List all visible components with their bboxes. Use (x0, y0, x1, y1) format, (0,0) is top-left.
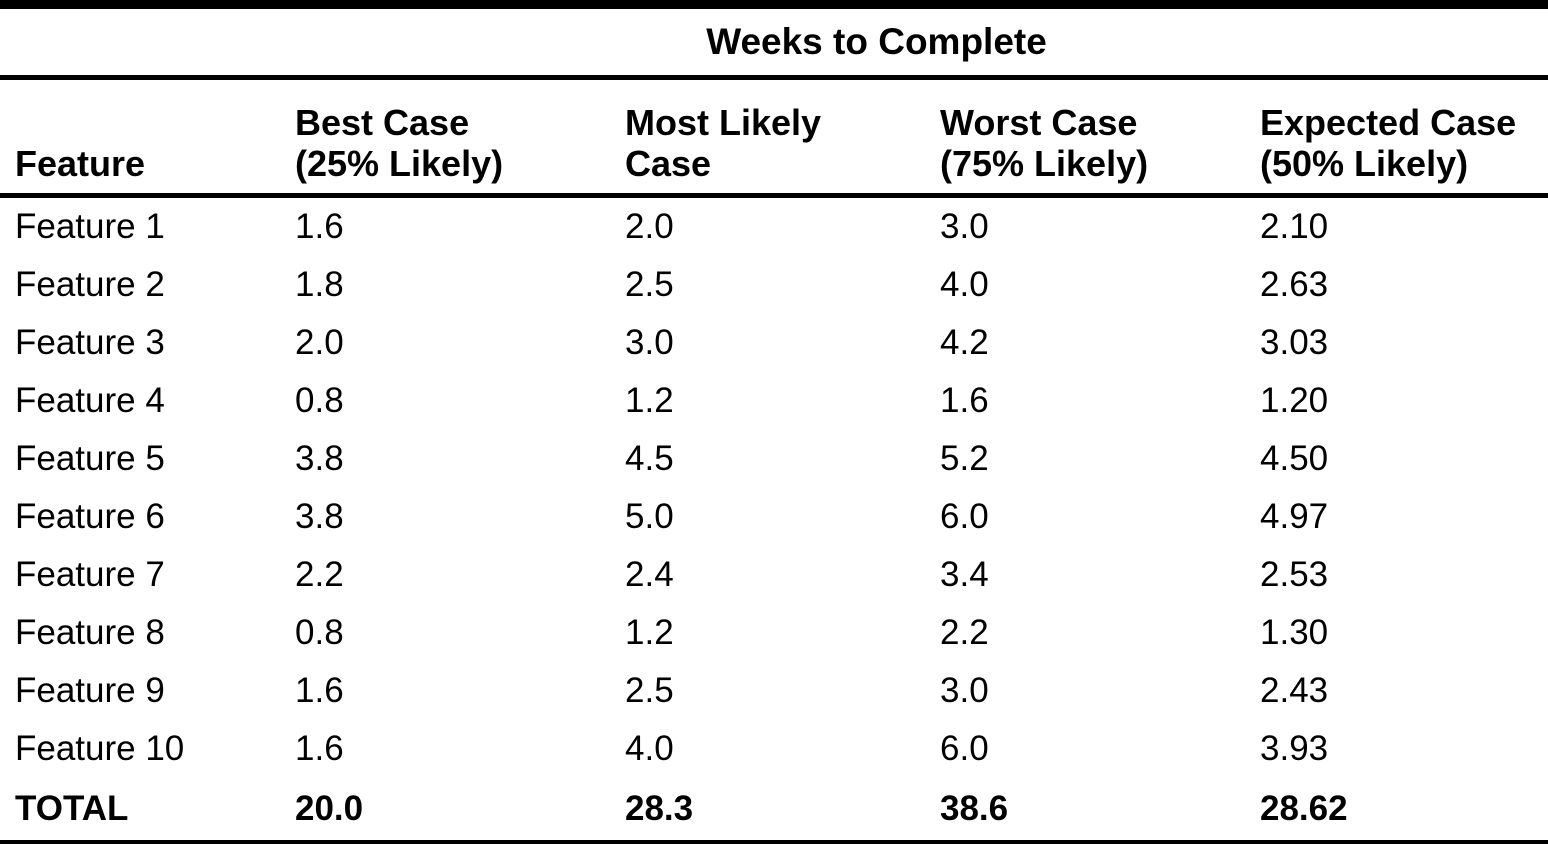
best-case-cell: 0.8 (295, 613, 344, 652)
feature-label-cell: Feature 5 (15, 439, 165, 478)
column-header-line: Best Case (295, 101, 470, 143)
column-header-line: Most Likely (625, 101, 822, 143)
column-header-line: Feature (15, 143, 146, 185)
table-body: Feature 1 1.6 2.0 3.0 2.10 Feature 2 1.8… (0, 196, 1548, 779)
table-row: Feature 7 2.2 2.4 3.4 2.53 (0, 546, 1548, 604)
table-row: Feature 10 1.6 4.0 6.0 3.93 (0, 720, 1548, 778)
table-row: Feature 2 1.8 2.5 4.0 2.63 (0, 256, 1548, 314)
most-likely-case-cell: 4.5 (625, 439, 674, 478)
feature-label-cell: Feature 9 (15, 671, 165, 710)
best-case-cell: 2.2 (295, 555, 344, 594)
feature-label-cell: Feature 7 (15, 555, 165, 594)
expected-case-cell: 1.20 (1260, 381, 1329, 420)
table-row: Feature 3 2.0 3.0 4.2 3.03 (0, 314, 1548, 372)
expected-case-cell: 4.97 (1260, 497, 1329, 536)
worst-case-cell: 6.0 (940, 497, 989, 536)
best-case-cell: 1.6 (295, 671, 344, 710)
worst-case-cell: 4.0 (940, 265, 989, 304)
title-spacer-cell (0, 4, 295, 80)
total-label: TOTAL (15, 789, 129, 828)
table-row: Feature 5 3.8 4.5 5.2 4.50 (0, 430, 1548, 488)
worst-case-cell: 1.6 (940, 381, 989, 420)
best-case-cell: 1.6 (295, 207, 344, 246)
table-row: Feature 6 3.8 5.0 6.0 4.97 (0, 488, 1548, 546)
table-row: Feature 8 0.8 1.2 2.2 1.30 (0, 604, 1548, 662)
total-expected-case: 28.62 (1260, 789, 1348, 828)
expected-case-cell: 2.63 (1260, 265, 1329, 304)
most-likely-case-cell: 2.4 (625, 555, 674, 594)
column-header-expected-case: Expected Case (50% Likely) (1260, 77, 1548, 198)
best-case-cell: 1.6 (295, 729, 344, 768)
total-best-case: 20.0 (295, 789, 364, 828)
most-likely-case-cell: 1.2 (625, 613, 674, 652)
most-likely-case-cell: 4.0 (625, 729, 674, 768)
most-likely-case-cell: 3.0 (625, 323, 674, 362)
feature-label-cell: Feature 10 (15, 729, 185, 768)
worst-case-cell: 3.0 (940, 671, 989, 710)
worst-case-cell: 3.4 (940, 555, 989, 594)
expected-case-cell: 2.43 (1260, 671, 1329, 710)
worst-case-cell: 5.2 (940, 439, 989, 478)
most-likely-case-cell: 2.5 (625, 265, 674, 304)
column-header-line: (25% Likely) (295, 143, 504, 185)
feature-label-cell: Feature 4 (15, 381, 165, 420)
table-title: Weeks to Complete (295, 4, 1548, 80)
feature-label-cell: Feature 1 (15, 207, 165, 246)
total-worst-case: 38.6 (940, 789, 1009, 828)
worst-case-cell: 6.0 (940, 729, 989, 768)
best-case-cell: 0.8 (295, 381, 344, 420)
column-header-feature: Feature (0, 77, 295, 198)
expected-case-cell: 3.93 (1260, 729, 1329, 768)
feature-label-cell: Feature 8 (15, 613, 165, 652)
expected-case-cell: 2.53 (1260, 555, 1329, 594)
table-row: Feature 4 0.8 1.2 1.6 1.20 (0, 372, 1548, 430)
table-header-row: Feature Best Case (25% Likely) Most Like… (0, 77, 1548, 198)
worst-case-cell: 4.2 (940, 323, 989, 362)
column-header-worst-case: Worst Case (75% Likely) (940, 77, 1260, 198)
total-row: TOTAL 20.0 28.3 38.6 28.62 (0, 778, 1548, 844)
column-header-best-case: Best Case (25% Likely) (295, 77, 625, 198)
most-likely-case-cell: 2.5 (625, 671, 674, 710)
most-likely-case-cell: 2.0 (625, 207, 674, 246)
table-row: Feature 1 1.6 2.0 3.0 2.10 (0, 196, 1548, 257)
table-title-row: Weeks to Complete (0, 4, 1548, 80)
best-case-cell: 3.8 (295, 497, 344, 536)
column-header-line: Case (625, 143, 712, 185)
feature-label-cell: Feature 2 (15, 265, 165, 304)
best-case-cell: 3.8 (295, 439, 344, 478)
column-header-line: Expected Case (1260, 101, 1517, 143)
column-header-most-likely-case: Most Likely Case (625, 77, 940, 198)
feature-label-cell: Feature 6 (15, 497, 165, 536)
feature-label-cell: Feature 3 (15, 323, 165, 362)
table-row: Feature 9 1.6 2.5 3.0 2.43 (0, 662, 1548, 720)
best-case-cell: 2.0 (295, 323, 344, 362)
most-likely-case-cell: 1.2 (625, 381, 674, 420)
column-header-line: Worst Case (940, 101, 1138, 143)
column-header-line: (50% Likely) (1260, 143, 1469, 185)
total-most-likely-case: 28.3 (625, 789, 694, 828)
worst-case-cell: 2.2 (940, 613, 989, 652)
best-case-cell: 1.8 (295, 265, 344, 304)
expected-case-cell: 1.30 (1260, 613, 1329, 652)
column-header-line: (75% Likely) (940, 143, 1149, 185)
most-likely-case-cell: 5.0 (625, 497, 674, 536)
expected-case-cell: 2.10 (1260, 207, 1329, 246)
worst-case-cell: 3.0 (940, 207, 989, 246)
expected-case-cell: 3.03 (1260, 323, 1329, 362)
expected-case-cell: 4.50 (1260, 439, 1329, 478)
